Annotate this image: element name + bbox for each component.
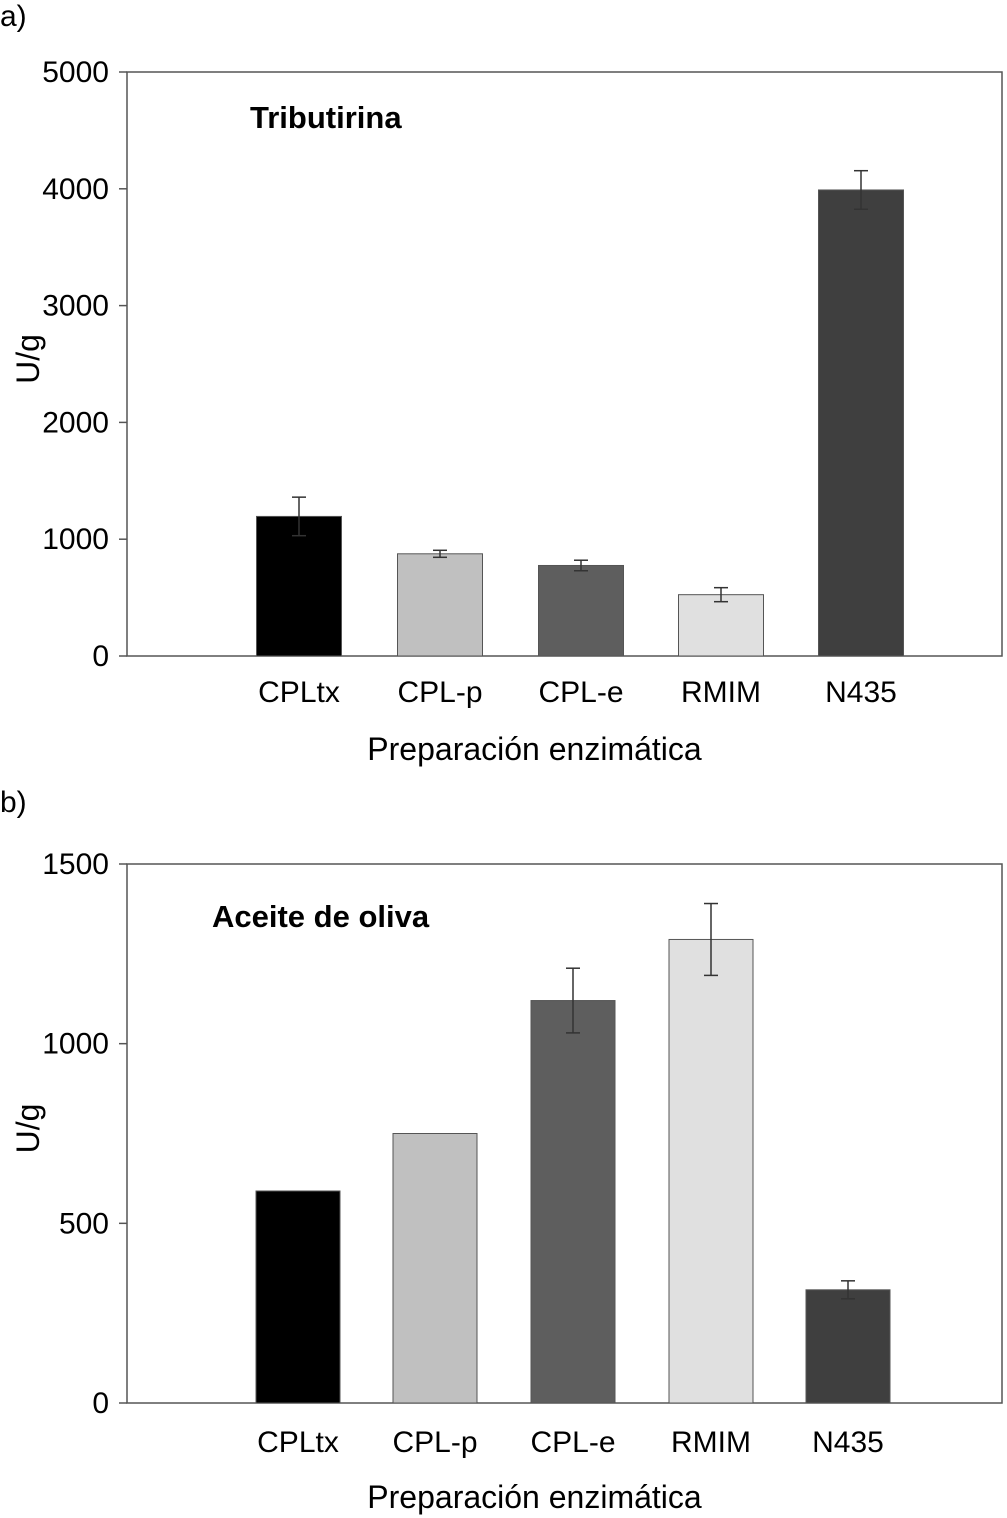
y-tick-label: 5000	[42, 56, 109, 89]
x-tick-label: CPL-p	[392, 1426, 477, 1459]
y-tick-label: 4000	[42, 173, 109, 206]
y-tick-label: 2000	[42, 406, 109, 439]
y-tick-label: 0	[92, 640, 109, 673]
y-axis-title: U/g	[10, 1104, 46, 1154]
bar-cpltx	[256, 515, 342, 657]
y-tick-label: 0	[92, 1387, 109, 1420]
bar-cpl-p	[397, 553, 483, 657]
panel-label-a: a)	[0, 0, 27, 33]
bar-n435	[818, 189, 904, 657]
x-tick-label: CPL-e	[538, 676, 623, 709]
chart-panel-a: a) 0 1000 2000 3000 4000 5000 CPLtx CPL-p CPL-e R…	[0, 0, 1003, 767]
bar-cpl-p	[392, 1133, 478, 1404]
bar-rmim	[668, 938, 754, 1404]
x-axis-title: Preparación enzimática	[367, 731, 702, 767]
x-tick-label: N435	[812, 1426, 884, 1459]
chart-panel-b: b) 0 500 1000 1500 CPLtx CPL-p CPL-e RMIM N435 Ac…	[0, 780, 1007, 1518]
y-tick-label: 500	[59, 1207, 109, 1240]
bar-cpl-e	[530, 1000, 616, 1404]
bar-rmim	[678, 594, 764, 657]
x-axis-title: Preparación enzimática	[367, 1479, 702, 1515]
y-tick-label: 1000	[42, 1028, 109, 1061]
y-tick-label: 1000	[42, 523, 109, 556]
y-tick-label: 1500	[42, 848, 109, 881]
bar-cpltx	[255, 1190, 341, 1404]
x-tick-label: CPLtx	[258, 676, 340, 709]
x-tick-label: CPL-e	[530, 1426, 615, 1459]
bar-cpl-e	[538, 564, 624, 657]
x-tick-label: RMIM	[671, 1426, 751, 1459]
x-tick-label: RMIM	[681, 676, 761, 709]
x-tick-label: N435	[825, 676, 897, 709]
chart-a-svg: 0 1000 2000 3000 4000 5000 CPLtx CPL-p CPL-e RMIM…	[10, 56, 1003, 767]
chart-b-svg: 0 500 1000 1500 CPLtx CPL-p CPL-e RMIM N435 Aceit…	[10, 848, 1003, 1515]
x-tick-label: CPL-p	[397, 676, 482, 709]
panel-label-b: b)	[0, 786, 27, 819]
x-tick-label: CPLtx	[257, 1426, 339, 1459]
chart-title: Aceite de oliva	[212, 899, 430, 934]
chart-title: Tributirina	[250, 100, 402, 135]
y-tick-label: 3000	[42, 290, 109, 323]
bar-n435	[805, 1289, 891, 1404]
y-axis-title: U/g	[10, 334, 46, 384]
